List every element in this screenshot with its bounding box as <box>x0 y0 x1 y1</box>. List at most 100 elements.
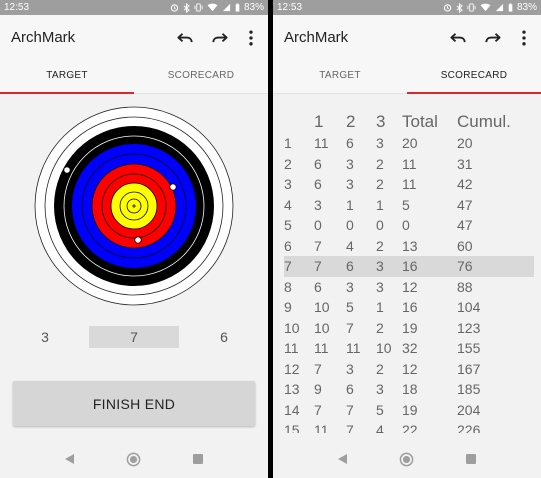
nav-recent-icon[interactable] <box>466 454 476 464</box>
cell-end-number: 5 <box>284 217 292 234</box>
tab-target[interactable]: TARGET <box>319 70 361 81</box>
undo-icon[interactable] <box>448 28 468 48</box>
header-arrow-1: 1 <box>314 112 324 131</box>
scorecard-row[interactable]: 14 7 7 5 19 204 <box>284 400 534 421</box>
cell-arrow-1-score: 6 <box>314 278 322 295</box>
more-vert-icon[interactable] <box>516 28 532 48</box>
cell-arrow-3-score: 2 <box>376 237 384 254</box>
cell-cumulative-total: 123 <box>457 319 481 336</box>
tab-bar: TARGET SCORECARD <box>273 60 541 94</box>
vibrate-icon <box>194 3 203 12</box>
cell-arrow-1-score: 3 <box>314 196 322 213</box>
tab-indicator <box>0 92 134 94</box>
cell-end-total: 16 <box>402 256 457 277</box>
signal-icon <box>495 3 504 12</box>
nav-recent-icon[interactable] <box>193 454 203 464</box>
cell-end-total: 19 <box>402 401 418 418</box>
cell-arrow-2-score: 6 <box>346 135 354 152</box>
app-bar: ArchMark <box>273 15 541 60</box>
alarm-icon <box>443 4 452 12</box>
status-time: 12:53 <box>4 2 30 13</box>
battery-icon <box>235 3 240 12</box>
cell-arrow-2-score: 6 <box>346 256 376 277</box>
scorecard-row[interactable]: 8 6 3 3 12 88 <box>284 277 534 298</box>
cell-end-total: 0 <box>402 217 410 234</box>
cell-cumulative-total: 204 <box>457 401 481 418</box>
cell-arrow-1-score: 10 <box>314 299 330 316</box>
cell-arrow-1-score: 6 <box>314 176 322 193</box>
scorecard-row[interactable]: 4 3 1 1 5 47 <box>284 195 534 216</box>
cell-arrow-1-score: 7 <box>314 360 322 377</box>
scorecard-scroll-area[interactable]: 1 2 3 Total Cumul. 1 11 6 3 20 20 2 6 3 2 11 31 3 6 3 2… <box>273 95 541 433</box>
scorecard-screen: 12:53 83% ArchMark TARGET SCORECARD <box>273 0 541 478</box>
scorecard-row[interactable]: 1 11 6 3 20 20 <box>284 133 534 154</box>
cell-end-total: 16 <box>402 299 418 316</box>
cell-arrow-3-score: 2 <box>376 155 384 172</box>
nav-home-icon[interactable] <box>399 452 414 467</box>
scorecard-row[interactable]: 15 11 7 4 22 226 <box>284 420 534 433</box>
arrow-score-3[interactable]: 6 <box>220 329 228 345</box>
cell-cumulative-total: 47 <box>457 217 473 234</box>
cell-arrow-3-score: 3 <box>376 278 384 295</box>
scorecard-row[interactable]: 2 6 3 2 11 31 <box>284 154 534 175</box>
arrow-scores: 3 7 6 <box>0 326 268 348</box>
status-bar: 12:53 83% <box>273 0 541 15</box>
bluetooth-icon <box>456 2 463 13</box>
cell-arrow-2-score: 7 <box>346 319 354 336</box>
cell-arrow-2-score: 3 <box>346 176 354 193</box>
cell-end-total: 19 <box>402 319 418 336</box>
scorecard-row[interactable]: 9 10 5 1 16 104 <box>284 297 534 318</box>
tab-scorecard[interactable]: SCORECARD <box>440 70 508 81</box>
cell-arrow-1-score: 7 <box>314 401 322 418</box>
cell-arrow-1-score: 7 <box>314 237 322 254</box>
status-icons: 83% <box>443 0 537 15</box>
archery-target-face[interactable] <box>34 106 234 306</box>
cell-cumulative-total: 42 <box>457 176 473 193</box>
redo-icon[interactable] <box>483 28 503 48</box>
arrow-score-1[interactable]: 3 <box>41 329 49 345</box>
scorecard-row[interactable]: 11 11 11 10 32 155 <box>284 338 534 359</box>
header-arrow-3: 3 <box>376 112 386 131</box>
cell-arrow-1-score: 10 <box>314 319 330 336</box>
wifi-icon <box>480 3 491 12</box>
cell-cumulative-total: 47 <box>457 196 473 213</box>
scorecard-row[interactable]: 3 6 3 2 11 42 <box>284 174 534 195</box>
vibrate-icon <box>467 3 476 12</box>
scorecard-row[interactable]: 12 7 3 2 12 167 <box>284 359 534 380</box>
scorecard-row[interactable]: 5 0 0 0 0 47 <box>284 215 534 236</box>
target-content: 3 7 6 FINISH END <box>0 95 268 440</box>
app-bar: ArchMark <box>0 15 268 60</box>
tab-scorecard[interactable]: SCORECARD <box>167 70 235 81</box>
more-vert-icon[interactable] <box>243 28 259 48</box>
cell-end-total: 20 <box>402 135 418 152</box>
nav-home-icon[interactable] <box>126 452 141 467</box>
cell-arrow-3-score: 3 <box>376 381 384 398</box>
finish-end-button[interactable]: FINISH END <box>13 381 255 426</box>
app-title: ArchMark <box>11 29 76 46</box>
cell-arrow-2-score: 11 <box>346 340 361 357</box>
scorecard-row[interactable]: 6 7 4 2 13 60 <box>284 236 534 257</box>
scorecard-row[interactable]: 10 10 7 2 19 123 <box>284 318 534 339</box>
scorecard-body: 1 11 6 3 20 20 2 6 3 2 11 31 3 6 3 2 11 42 4 3 1 1 5 47 5 0 0 0 0 47 6… <box>284 133 534 433</box>
cell-arrow-1-score: 6 <box>314 155 322 172</box>
arrow-score-2[interactable]: 7 <box>89 326 179 348</box>
cell-arrow-2-score: 3 <box>346 360 354 377</box>
bluetooth-icon <box>183 2 190 13</box>
tab-target[interactable]: TARGET <box>46 70 88 81</box>
cell-end-number: 9 <box>284 299 292 316</box>
redo-icon[interactable] <box>210 28 230 48</box>
battery-level: 83% <box>516 2 537 13</box>
nav-back-icon[interactable] <box>337 453 348 465</box>
undo-icon[interactable] <box>175 28 195 48</box>
cell-cumulative-total: 76 <box>457 256 534 277</box>
cell-arrow-3-score: 2 <box>376 319 384 336</box>
scorecard-row[interactable]: 7 7 6 3 16 76 <box>284 256 534 277</box>
cell-end-total: 18 <box>402 381 418 398</box>
cell-arrow-3-score: 1 <box>376 299 384 316</box>
cell-arrow-2-score: 0 <box>346 217 354 234</box>
nav-back-icon[interactable] <box>64 453 75 465</box>
cell-cumulative-total: 20 <box>457 135 473 152</box>
tab-indicator <box>407 92 541 94</box>
scorecard-row[interactable]: 13 9 6 3 18 185 <box>284 379 534 400</box>
cell-arrow-1-score: 11 <box>314 422 329 433</box>
